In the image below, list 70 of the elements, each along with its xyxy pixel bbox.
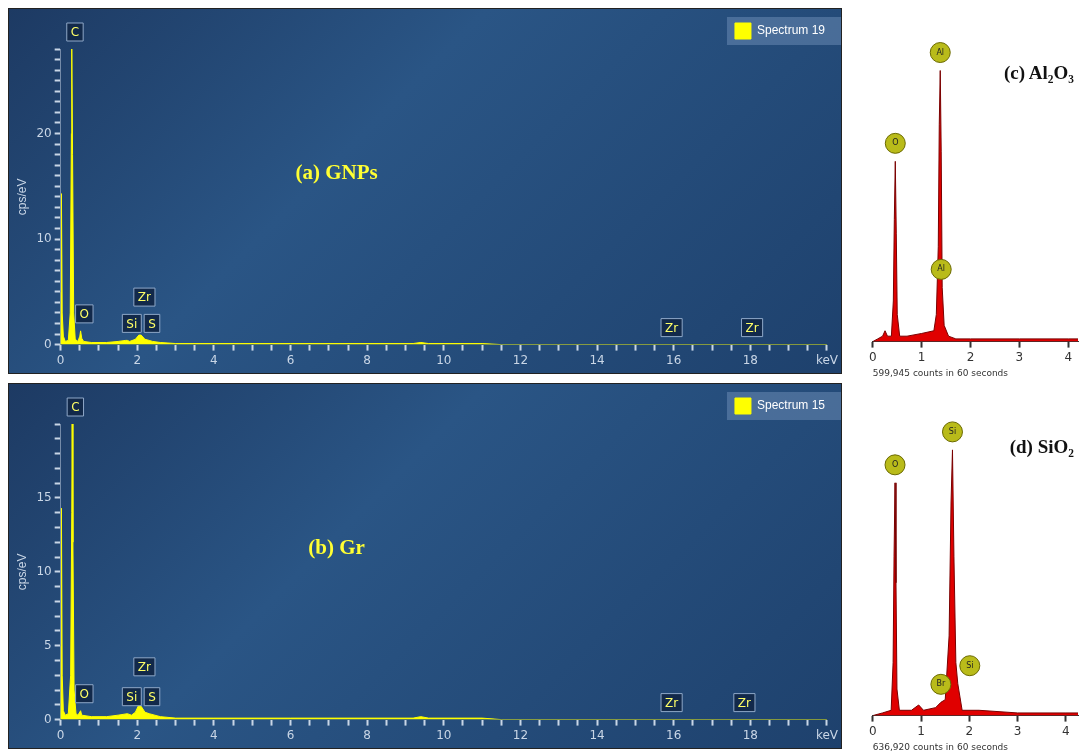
chart-title: (c) Al₂O₃: [1004, 62, 1075, 85]
text: 636,920 counts in 60 seconds: [872, 741, 1009, 752]
x-tick-label: 2: [133, 727, 142, 742]
annotation: O: [892, 138, 899, 148]
x-tick-label: 14: [589, 352, 605, 367]
x-tick-label: 4: [1064, 349, 1073, 364]
annotation: Zr: [665, 320, 679, 335]
x-tick-label: 4: [210, 727, 218, 742]
x-tick-label: 1: [917, 723, 925, 738]
annotation: Al: [937, 264, 946, 274]
annotation: O: [79, 307, 90, 321]
text: (b) Gr: [308, 534, 365, 559]
x-tick-label: 18: [742, 727, 758, 742]
annotation: S: [148, 689, 156, 704]
x-tick-label: 16: [666, 352, 682, 367]
x-tick-label: 2: [966, 349, 975, 364]
y-axis-title: cps/eV: [14, 553, 29, 591]
y-tick-label: 10: [36, 231, 52, 246]
x-tick-label: 10: [436, 352, 452, 367]
y-axis-title: cps/eV: [14, 178, 29, 216]
text: 599,945 counts in 60 seconds: [872, 367, 1009, 378]
legend-label: Spectrum 19: [756, 23, 826, 38]
x-tick-label: 0: [56, 352, 65, 367]
annotation: Zr: [665, 695, 679, 710]
x-tick-label: 2: [965, 723, 974, 738]
x-tick-label: 3: [1013, 723, 1022, 738]
annotation: O: [891, 459, 899, 469]
annotation: Si: [126, 316, 138, 331]
annotation: Zr: [137, 290, 152, 305]
annotation: C: [70, 25, 80, 40]
annotation: Si: [948, 426, 957, 436]
x-tick-label: 6: [286, 727, 295, 742]
x-tick-label: 4: [1062, 723, 1070, 738]
annotation: Si: [966, 660, 974, 670]
y-tick-label: 15: [36, 490, 52, 505]
x-tick-label: 2: [133, 352, 142, 367]
x-tick-label: keV: [815, 352, 839, 367]
x-tick-label: 12: [512, 727, 529, 742]
annotation: Si: [126, 689, 138, 704]
legend-label: Spectrum 15: [756, 398, 826, 413]
annotation: Zr: [737, 695, 752, 710]
x-tick-label: keV: [815, 727, 839, 742]
y-tick-label: 5: [44, 637, 52, 652]
x-tick-label: 18: [742, 352, 758, 367]
y-tick-label: 10: [36, 563, 52, 578]
annotation: S: [148, 316, 156, 331]
x-tick-label: 0: [56, 727, 65, 742]
x-tick-label: 4: [210, 352, 218, 367]
annotation: O: [79, 686, 90, 701]
annotation: Br: [936, 679, 946, 689]
x-tick-label: 6: [286, 352, 295, 367]
x-tick-label: 0: [869, 723, 877, 738]
chart-title: (d) SiO₂: [1009, 435, 1075, 458]
annotation: Al: [936, 47, 945, 57]
x-tick-label: 12: [512, 352, 529, 367]
y-tick-label: 0: [44, 711, 52, 726]
x-tick-label: 0: [869, 349, 877, 364]
x-tick-label: 3: [1015, 349, 1024, 364]
x-tick-label: 14: [589, 727, 605, 742]
y-tick-label: 20: [36, 125, 52, 140]
x-tick-label: 1: [917, 349, 926, 364]
x-tick-label: 8: [363, 352, 371, 367]
annotation: C: [71, 400, 80, 415]
text: (a) GNPs: [295, 159, 378, 184]
y-tick-label: 0: [44, 336, 52, 351]
x-tick-label: 8: [363, 727, 371, 742]
x-tick-label: 10: [436, 727, 452, 742]
annotation: Zr: [137, 659, 152, 674]
x-tick-label: 16: [666, 727, 682, 742]
annotation: Zr: [745, 320, 759, 335]
